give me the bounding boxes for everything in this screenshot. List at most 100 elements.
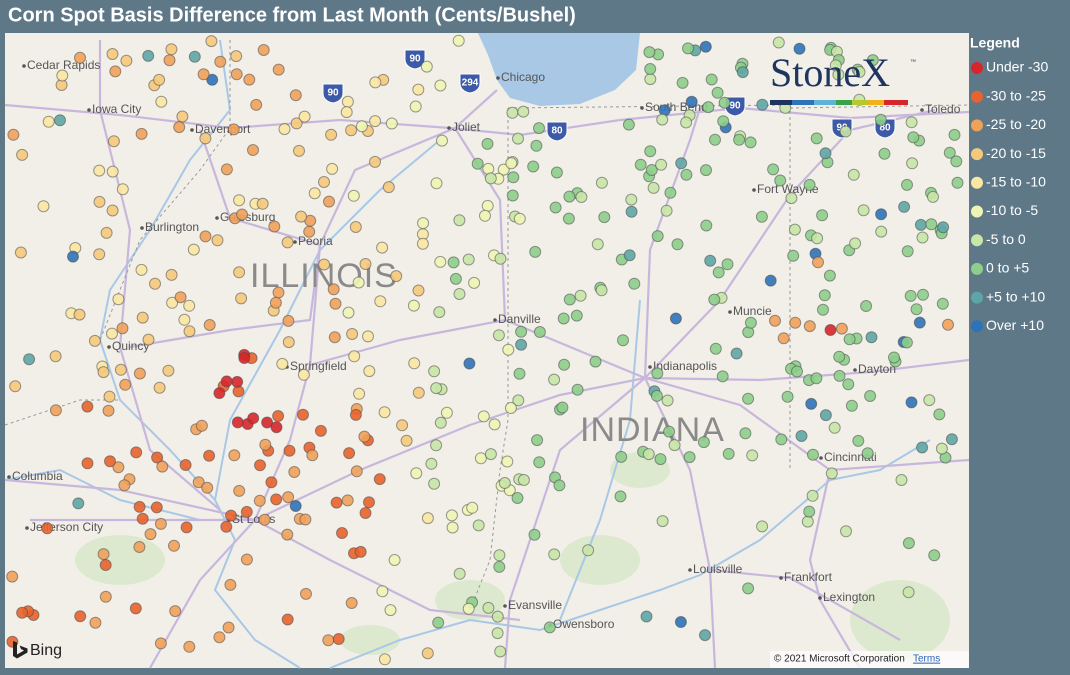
- legend-label: -20 to -15: [986, 145, 1046, 161]
- elevator-dot: [268, 220, 281, 233]
- elevator-dot: [795, 430, 808, 442]
- elevator-dot: [428, 477, 441, 490]
- terms-link[interactable]: Terms: [913, 654, 940, 665]
- elevator-dot: [702, 101, 715, 114]
- city-marker: [648, 365, 652, 369]
- elevator-dot: [342, 306, 355, 319]
- city-marker: [853, 368, 857, 372]
- elevator-dot: [374, 295, 387, 308]
- elevator-dot: [857, 204, 870, 217]
- legend-label: Over +10: [986, 317, 1044, 333]
- elevator-dot: [927, 190, 939, 203]
- city-label: Danville: [498, 312, 541, 326]
- legend-title: Legend: [970, 35, 1020, 51]
- elevator-dot: [421, 512, 434, 525]
- elevator-dot: [133, 367, 146, 380]
- elevator-dot: [328, 331, 341, 344]
- elevator-dot: [363, 365, 376, 378]
- elevator-dot: [347, 189, 360, 202]
- elevator-dot: [281, 613, 294, 626]
- elevator-dot: [233, 194, 246, 207]
- legend-label: -25 to -20: [986, 116, 1046, 132]
- elevator-dot: [517, 474, 530, 486]
- elevator-dot: [733, 133, 746, 146]
- elevator-dot: [297, 408, 309, 421]
- elevator-dot: [511, 492, 524, 504]
- elevator-dot: [668, 439, 681, 452]
- elevator-dot: [433, 306, 446, 319]
- elevator-dot: [187, 243, 200, 256]
- elevator-dot: [529, 245, 542, 258]
- elevator-dot: [376, 241, 389, 254]
- elevator-dot: [396, 419, 409, 432]
- elevator-dot: [153, 381, 166, 394]
- elevator-dot: [417, 217, 430, 230]
- elevator-dot: [507, 171, 520, 184]
- elevator-dot: [650, 389, 663, 402]
- elevator-dot: [571, 383, 584, 396]
- elevator-dot: [270, 421, 283, 434]
- elevator-dot: [644, 73, 657, 86]
- elevator-dot: [445, 509, 458, 522]
- elevator-dot: [914, 218, 927, 231]
- elevator-dot: [878, 147, 891, 160]
- elevator-dot: [468, 276, 481, 289]
- elevator-dot: [645, 164, 658, 176]
- elevator-dot: [250, 98, 263, 111]
- elevator-dot: [839, 125, 852, 138]
- elevator-dot: [494, 252, 507, 265]
- elevator-dot: [72, 497, 85, 510]
- legend-label: 0 to +5: [986, 260, 1029, 276]
- highway-label: 80: [551, 126, 563, 137]
- elevator-dot: [104, 455, 116, 468]
- elevator-dot: [643, 46, 656, 59]
- elevator-dot: [548, 373, 561, 386]
- highway-shield: [459, 73, 481, 94]
- elevator-dot: [716, 370, 729, 383]
- elevator-dot: [682, 42, 694, 55]
- elevator-dot: [318, 258, 331, 271]
- elevator-dot: [6, 570, 19, 583]
- elevator-dot: [875, 208, 888, 221]
- city-label: Toledo: [925, 102, 961, 116]
- elevator-dot: [233, 484, 246, 497]
- elevator-dot: [819, 409, 832, 422]
- legend-swatch: [971, 205, 983, 218]
- elevator-dot: [563, 293, 576, 306]
- elevator-dot: [332, 633, 345, 645]
- elevator-dot: [913, 316, 926, 329]
- elevator-dot: [674, 616, 687, 628]
- legend-swatch: [971, 62, 983, 74]
- city-marker: [107, 345, 111, 349]
- elevator-dot: [243, 73, 256, 86]
- elevator-dot: [106, 327, 118, 340]
- elevator-dot: [289, 500, 302, 512]
- elevator-dot: [556, 401, 569, 414]
- elevator-dot: [282, 314, 295, 327]
- elevator-dot: [257, 44, 270, 56]
- elevator-dot: [708, 293, 721, 306]
- elevator-dot: [504, 402, 517, 414]
- bing-text: Bing: [30, 642, 62, 659]
- elevator-dot: [300, 587, 312, 600]
- elevator-dot: [840, 525, 852, 538]
- elevator-dot: [269, 296, 282, 309]
- highway-label: 294: [462, 78, 479, 89]
- elevator-dot: [265, 476, 278, 489]
- elevator-dot: [755, 210, 768, 223]
- elevator-dot: [463, 357, 476, 370]
- elevator-dot: [736, 66, 749, 79]
- elevator-dot: [549, 201, 562, 214]
- elevator-dot: [199, 230, 212, 243]
- elevator-dot: [901, 245, 914, 258]
- elevator-dot: [214, 55, 227, 68]
- elevator-dot: [93, 248, 106, 261]
- elevator-dot: [363, 496, 375, 509]
- elevator-dot: [247, 412, 260, 425]
- elevator-dot: [906, 157, 919, 170]
- city-label: Fort Wayne: [757, 182, 819, 196]
- elevator-dot: [103, 390, 116, 403]
- elevator-dot: [484, 172, 497, 185]
- elevator-dot: [282, 336, 295, 349]
